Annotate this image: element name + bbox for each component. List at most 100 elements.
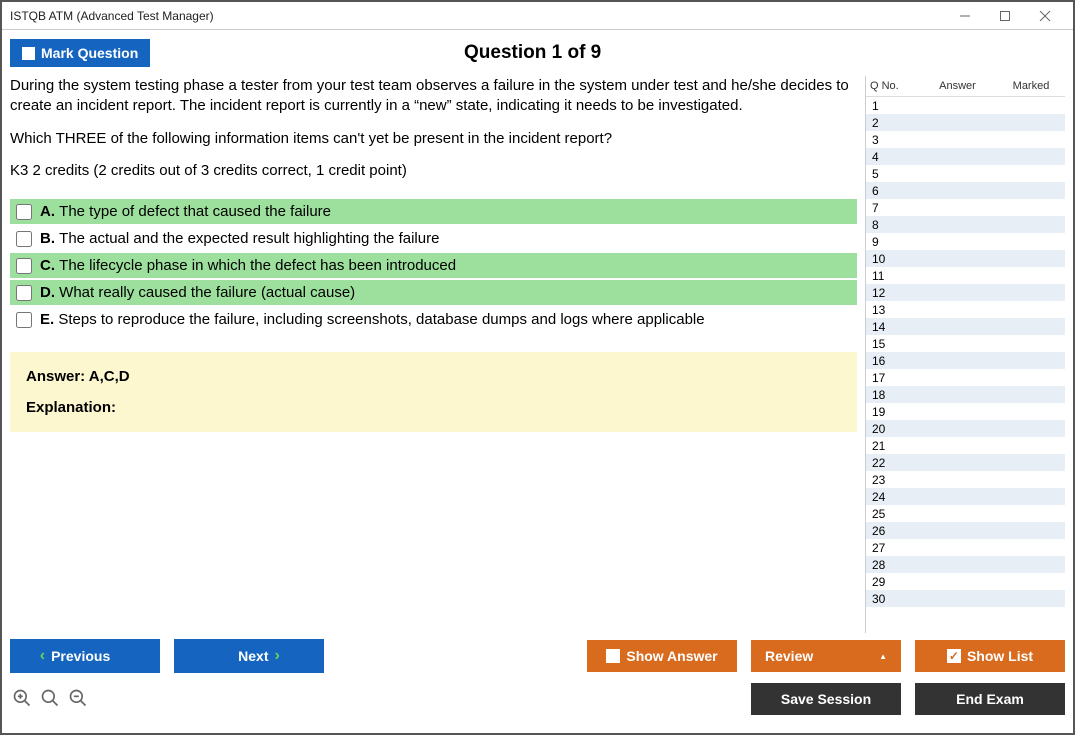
question-list-row[interactable]: 20 xyxy=(866,420,1065,437)
question-list-row[interactable]: 10 xyxy=(866,250,1065,267)
option-row[interactable]: A. The type of defect that caused the fa… xyxy=(10,199,857,226)
app-window: ISTQB ATM (Advanced Test Manager) Mark Q… xyxy=(0,0,1075,735)
question-list-row[interactable]: 15 xyxy=(866,335,1065,352)
end-exam-label: End Exam xyxy=(956,691,1024,707)
qlist-number: 24 xyxy=(870,490,914,504)
maximize-button[interactable] xyxy=(985,4,1025,28)
qlist-number: 26 xyxy=(870,524,914,538)
question-list-row[interactable]: 29 xyxy=(866,573,1065,590)
previous-button[interactable]: ‹ Previous xyxy=(10,639,160,673)
question-list-row[interactable]: 6 xyxy=(866,182,1065,199)
qlist-number: 5 xyxy=(870,167,914,181)
explanation-label: Explanation: xyxy=(26,399,841,416)
checkbox-checked-icon xyxy=(947,649,961,663)
question-list-row[interactable]: 30 xyxy=(866,590,1065,607)
option-label: D. What really caused the failure (actua… xyxy=(40,284,355,301)
option-row[interactable]: E. Steps to reproduce the failure, inclu… xyxy=(10,307,857,334)
qlist-number: 28 xyxy=(870,558,914,572)
zoom-reset-icon[interactable] xyxy=(12,688,34,710)
question-list-row[interactable]: 3 xyxy=(866,131,1065,148)
qlist-number: 23 xyxy=(870,473,914,487)
option-checkbox[interactable] xyxy=(16,258,32,274)
question-list-row[interactable]: 28 xyxy=(866,556,1065,573)
next-label: Next xyxy=(238,648,268,664)
show-list-label: Show List xyxy=(967,648,1033,664)
close-button[interactable] xyxy=(1025,4,1065,28)
question-list-row[interactable]: 24 xyxy=(866,488,1065,505)
qlist-number: 7 xyxy=(870,201,914,215)
option-row[interactable]: D. What really caused the failure (actua… xyxy=(10,280,857,307)
question-list-header: Q No. Answer Marked xyxy=(866,76,1065,97)
show-answer-button[interactable]: Show Answer xyxy=(587,640,737,672)
qlist-number: 25 xyxy=(870,507,914,521)
minimize-button[interactable] xyxy=(945,4,985,28)
question-list-row[interactable]: 1 xyxy=(866,97,1065,114)
question-list-row[interactable]: 8 xyxy=(866,216,1065,233)
question-list-row[interactable]: 16 xyxy=(866,352,1065,369)
option-checkbox[interactable] xyxy=(16,231,32,247)
question-list-row[interactable]: 25 xyxy=(866,505,1065,522)
option-row[interactable]: C. The lifecycle phase in which the defe… xyxy=(10,253,857,280)
window-controls xyxy=(945,4,1065,28)
qlist-number: 2 xyxy=(870,116,914,130)
zoom-out-icon[interactable] xyxy=(68,688,90,710)
question-list-row[interactable]: 9 xyxy=(866,233,1065,250)
header-row: Mark Question Question 1 of 9 xyxy=(10,36,1065,70)
question-list-row[interactable]: 27 xyxy=(866,539,1065,556)
zoom-controls xyxy=(10,688,90,710)
footer: ‹ Previous Next › Show Answer Review ▲ xyxy=(10,633,1065,725)
dropdown-icon: ▲ xyxy=(879,652,887,661)
question-list-row[interactable]: 7 xyxy=(866,199,1065,216)
question-list-row[interactable]: 18 xyxy=(866,386,1065,403)
answer-value: A,C,D xyxy=(89,368,130,385)
show-list-button[interactable]: Show List xyxy=(915,640,1065,672)
save-session-label: Save Session xyxy=(781,691,871,707)
option-label: A. The type of defect that caused the fa… xyxy=(40,203,331,220)
content-area: Mark Question Question 1 of 9 During the… xyxy=(2,30,1073,733)
col-answer: Answer xyxy=(914,80,1001,92)
question-list-row[interactable]: 17 xyxy=(866,369,1065,386)
previous-label: Previous xyxy=(51,648,110,664)
question-panel: During the system testing phase a tester… xyxy=(10,76,857,633)
qlist-number: 14 xyxy=(870,320,914,334)
qlist-number: 16 xyxy=(870,354,914,368)
window-title: ISTQB ATM (Advanced Test Manager) xyxy=(10,9,945,23)
question-paragraph: K3 2 credits (2 credits out of 3 credits… xyxy=(10,161,857,181)
question-list-row[interactable]: 12 xyxy=(866,284,1065,301)
option-checkbox[interactable] xyxy=(16,312,32,328)
question-list-row[interactable]: 5 xyxy=(866,165,1065,182)
question-list-row[interactable]: 22 xyxy=(866,454,1065,471)
next-button[interactable]: Next › xyxy=(174,639,324,673)
question-list-body[interactable]: 1234567891011121314151617181920212223242… xyxy=(866,97,1065,633)
qlist-number: 27 xyxy=(870,541,914,555)
question-list-row[interactable]: 21 xyxy=(866,437,1065,454)
question-list-row[interactable]: 14 xyxy=(866,318,1065,335)
option-row[interactable]: B. The actual and the expected result hi… xyxy=(10,226,857,253)
option-checkbox[interactable] xyxy=(16,204,32,220)
question-list-row[interactable]: 19 xyxy=(866,403,1065,420)
question-list-row[interactable]: 11 xyxy=(866,267,1065,284)
qlist-number: 1 xyxy=(870,99,914,113)
option-checkbox[interactable] xyxy=(16,285,32,301)
mark-question-button[interactable]: Mark Question xyxy=(10,39,150,67)
question-list-row[interactable]: 26 xyxy=(866,522,1065,539)
review-label: Review xyxy=(765,648,813,664)
end-exam-button[interactable]: End Exam xyxy=(915,683,1065,715)
question-list-row[interactable]: 4 xyxy=(866,148,1065,165)
qlist-number: 19 xyxy=(870,405,914,419)
answer-label: Answer: xyxy=(26,368,89,385)
save-session-button[interactable]: Save Session xyxy=(751,683,901,715)
answer-line: Answer: A,C,D xyxy=(26,368,841,385)
qlist-number: 22 xyxy=(870,456,914,470)
question-list-row[interactable]: 23 xyxy=(866,471,1065,488)
question-list-row[interactable]: 13 xyxy=(866,301,1065,318)
question-counter: Question 1 of 9 xyxy=(150,42,915,64)
qlist-number: 8 xyxy=(870,218,914,232)
zoom-in-icon[interactable] xyxy=(40,688,62,710)
chevron-left-icon: ‹ xyxy=(40,647,45,665)
review-button[interactable]: Review ▲ xyxy=(751,640,901,672)
qlist-number: 18 xyxy=(870,388,914,402)
qlist-number: 12 xyxy=(870,286,914,300)
button-row-1: ‹ Previous Next › Show Answer Review ▲ xyxy=(10,639,1065,673)
question-list-row[interactable]: 2 xyxy=(866,114,1065,131)
